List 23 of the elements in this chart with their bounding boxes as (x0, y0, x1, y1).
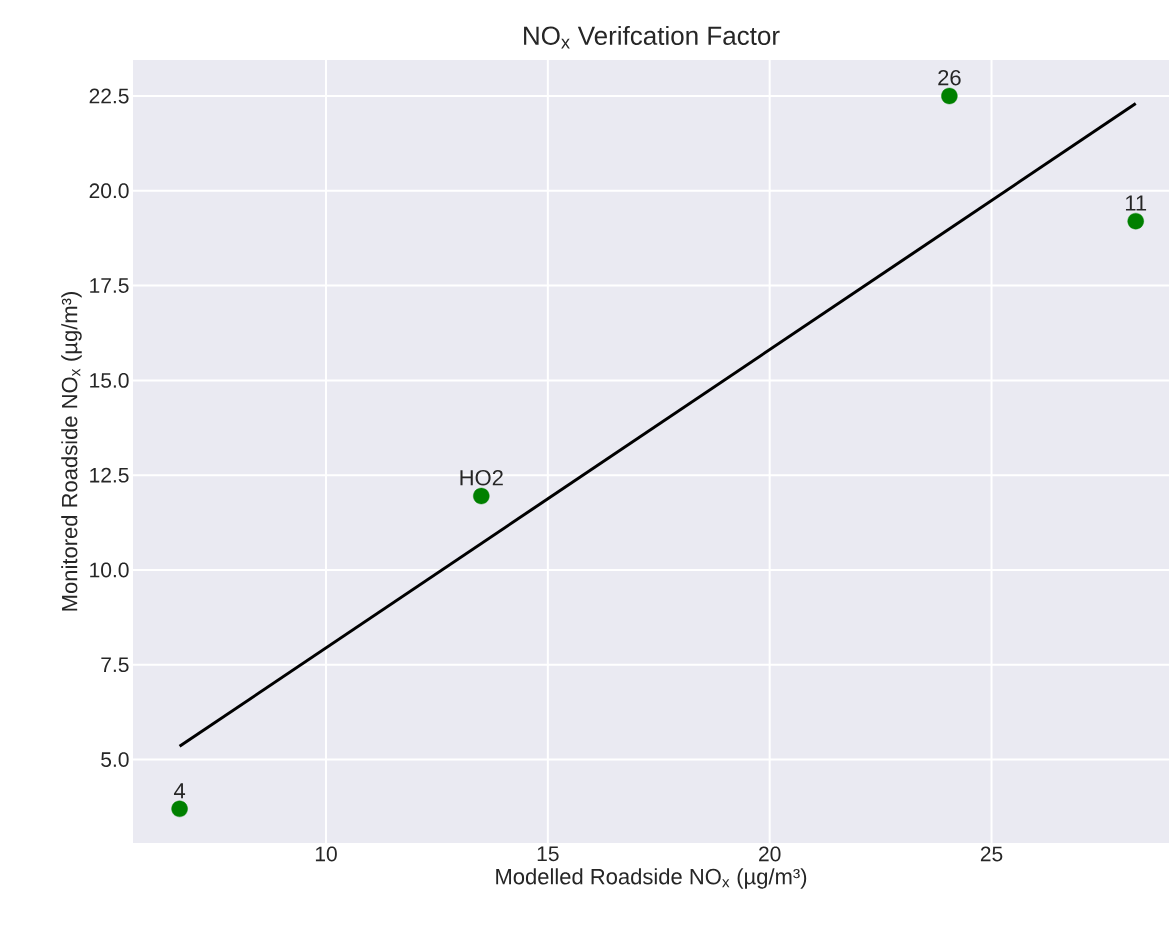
y-tick-label: 22.5 (89, 88, 129, 104)
annotation: HO2 (460, 469, 503, 486)
point (171, 800, 188, 818)
y-tick-label: 7.5 (101, 657, 129, 673)
y-tick-label: 10.0 (90, 562, 129, 578)
x-axis-title: Modelled Roadside NO$_{x}$ (µg/m³) (496, 868, 807, 889)
y-tick-label: 20.0 (89, 183, 129, 199)
point (473, 487, 490, 505)
y-tick-label: 15.0 (90, 372, 129, 388)
annotation: 11 (1125, 195, 1147, 211)
x-tick-label: 10 (315, 846, 337, 862)
point (1127, 212, 1144, 230)
y-tick-label: 12.5 (90, 467, 129, 483)
y-tick-label: 5.0 (101, 752, 129, 767)
chart-title: NO$_{x}$ Verifcation Factor (524, 25, 780, 49)
y-axis-title: Monitored Roadside NO$_{x}$ (µg/m³) (61, 292, 82, 611)
x-tick-label: 15 (537, 846, 559, 862)
x-tick-label: 25 (980, 846, 1003, 862)
annotation: 4 (173, 783, 186, 799)
x-tick-label: 20 (759, 846, 781, 862)
y-tick-label: 17.5 (90, 278, 129, 293)
annotation: 26 (938, 69, 961, 86)
point (941, 87, 958, 105)
